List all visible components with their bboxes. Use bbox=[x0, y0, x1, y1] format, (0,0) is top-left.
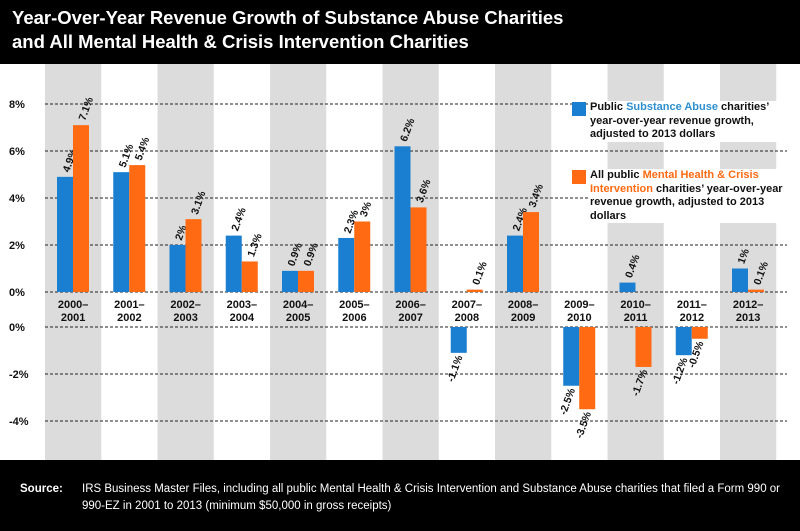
y-tick-label: 8% bbox=[9, 99, 25, 111]
bar bbox=[354, 221, 371, 292]
bar bbox=[185, 219, 202, 292]
bar bbox=[394, 146, 411, 292]
y-tick-label: -4% bbox=[9, 416, 29, 428]
chart-title-line-2: and All Mental Health & Crisis Intervent… bbox=[12, 31, 469, 52]
x-tick-label: 2001– bbox=[114, 299, 145, 311]
legend-1-highlight: Substance Abuse bbox=[626, 101, 718, 113]
x-tick-label: 2005– bbox=[339, 299, 370, 311]
bar bbox=[410, 207, 427, 292]
x-tick-label: 2006– bbox=[395, 299, 426, 311]
chart-title-line-1: Year-Over-Year Revenue Growth of Substan… bbox=[12, 7, 564, 28]
bar bbox=[748, 289, 764, 292]
data-label: 1% bbox=[736, 247, 753, 266]
y-tick-label: 0% bbox=[9, 287, 25, 299]
y-tick-label: 0% bbox=[9, 322, 25, 334]
bar bbox=[225, 235, 242, 292]
bar bbox=[129, 165, 146, 292]
bar bbox=[563, 327, 580, 386]
bar bbox=[732, 268, 748, 292]
bar bbox=[675, 327, 692, 356]
bar bbox=[579, 327, 596, 410]
legend-2-suffix: charities’ year-over-year revenue growth… bbox=[590, 182, 783, 222]
bar bbox=[338, 237, 355, 292]
y-tick-label: 4% bbox=[9, 193, 25, 205]
bar bbox=[450, 327, 467, 353]
x-tick-label: 2007 bbox=[398, 312, 422, 324]
x-tick-label: 2003– bbox=[227, 299, 258, 311]
legend-1-prefix: Public bbox=[590, 101, 627, 113]
legend-swatch-substance-abuse bbox=[572, 102, 586, 116]
legend-2-prefix: All public bbox=[590, 169, 643, 181]
source-text: IRS Business Master Files, including all… bbox=[82, 483, 781, 512]
x-tick-label: 2009– bbox=[564, 299, 595, 311]
chart-title: Year-Over-Year Revenue Growth of Substan… bbox=[12, 6, 792, 54]
x-tick-label: 2001 bbox=[61, 312, 85, 324]
bar bbox=[282, 270, 298, 292]
x-tick-label: 2002– bbox=[170, 299, 201, 311]
legend-1-suffix: charities’ year-over-year revenue growth… bbox=[590, 101, 769, 140]
data-label: 5.4% bbox=[133, 135, 153, 162]
bar bbox=[691, 327, 708, 339]
x-tick-label: 2013 bbox=[736, 312, 760, 324]
y-tick-label: 6% bbox=[9, 146, 25, 158]
bar bbox=[113, 172, 130, 292]
data-label: -2.5% bbox=[557, 386, 578, 417]
bar bbox=[241, 261, 258, 292]
x-tick-label: 2010– bbox=[620, 299, 651, 311]
data-label: 0.1% bbox=[470, 259, 490, 286]
x-tick-label: 2000– bbox=[58, 299, 89, 311]
chart-plot: 8% 6% 4% 2% 0% 0% -2% -4% 2000–2001 2001–2002 2002… bbox=[9, 64, 787, 460]
legend-2-highlight: Mental Health & Crisis Intervention bbox=[590, 169, 759, 195]
x-tick-label: 2012– bbox=[733, 299, 764, 311]
x-tick-label: 2011– bbox=[677, 299, 707, 311]
x-tick-label: 2011 bbox=[624, 312, 648, 324]
bar bbox=[635, 327, 652, 367]
x-tick-label: 2005 bbox=[286, 312, 310, 324]
y-tick-label: -2% bbox=[9, 369, 29, 381]
x-tick-label: 2008– bbox=[508, 299, 539, 311]
x-tick-label: 2012 bbox=[680, 312, 704, 324]
bar bbox=[73, 125, 89, 293]
x-tick-label: 2003 bbox=[173, 312, 197, 324]
y-tick-label: 2% bbox=[9, 240, 25, 252]
x-tick-label: 2004– bbox=[283, 299, 314, 311]
source-label: Source: bbox=[20, 483, 63, 495]
data-label: 3% bbox=[358, 200, 375, 219]
legend-swatch-mental-health bbox=[572, 170, 586, 184]
bar bbox=[619, 282, 636, 292]
chart-panel: 8% 6% 4% 2% 0% 0% -2% -4% 2000– 2001 2001– 2002 2002… bbox=[0, 64, 800, 460]
x-tick-label: 2008 bbox=[455, 312, 479, 324]
legend-entry-substance-abuse: Public Substance Abuse charities’ year-o… bbox=[590, 101, 790, 142]
data-label: 2.4% bbox=[229, 205, 249, 232]
bar bbox=[169, 245, 186, 292]
x-tick-label: 2006 bbox=[342, 312, 366, 324]
source-footer: Source: IRS Business Master Files, inclu… bbox=[0, 460, 800, 531]
bar bbox=[523, 212, 539, 292]
x-tick-label: 2007– bbox=[452, 299, 483, 311]
x-tick-label: 2004 bbox=[230, 312, 255, 324]
legend-entry-mental-health: All public Mental Health & Crisis Interv… bbox=[590, 169, 790, 223]
x-tick-label: 2009 bbox=[511, 312, 535, 324]
category-band bbox=[270, 64, 327, 460]
x-tick-label: 2010 bbox=[567, 312, 591, 324]
data-label: -3.5% bbox=[573, 410, 594, 441]
bar bbox=[298, 270, 314, 292]
x-tick-label: 2002 bbox=[117, 312, 141, 324]
data-label: -1.1% bbox=[445, 353, 466, 384]
bar bbox=[57, 176, 73, 292]
bar bbox=[466, 289, 483, 292]
bar bbox=[507, 235, 523, 292]
